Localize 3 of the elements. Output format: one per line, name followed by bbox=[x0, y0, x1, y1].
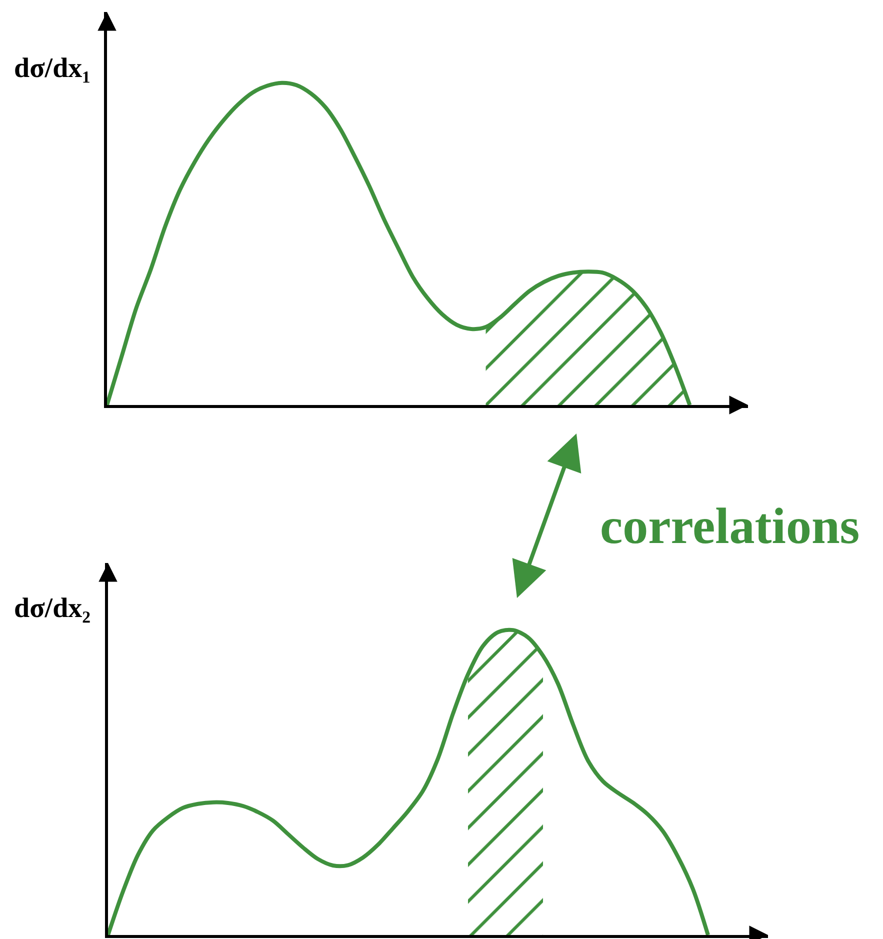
text: correlations bbox=[600, 499, 860, 555]
y-axis-title: dσ/dx₁ bbox=[14, 53, 91, 84]
y-axis-title: dσ/dx₂ bbox=[14, 593, 91, 624]
